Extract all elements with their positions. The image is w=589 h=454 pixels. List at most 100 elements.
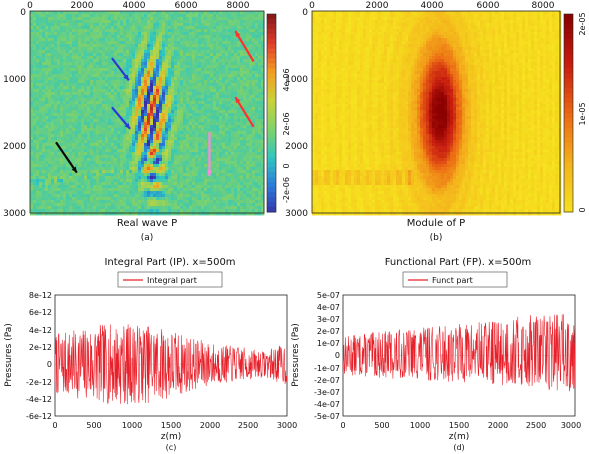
heatmap-cell [102,194,106,198]
heatmap-cell [81,80,85,84]
heatmap-cell [135,146,139,150]
heatmap-cell [186,200,190,204]
heatmap-cell [249,167,253,171]
heatmap-cell [54,65,58,69]
heatmap-cell [168,173,172,177]
heatmap-cell [141,116,145,120]
heatmap-cell [129,155,133,159]
heatmap-cell [102,128,106,132]
heatmap-cell [195,38,199,42]
heatmap-cell [33,95,37,99]
heatmap-cell [210,167,214,171]
heatmap-cell [63,23,67,27]
heatmap-cell [42,203,46,207]
heatmap-cell [243,140,247,144]
heatmap-cell [90,53,94,57]
heatmap-cell [192,146,196,150]
heatmap-cell [135,110,139,114]
heatmap-cell [180,35,184,39]
heatmap-cell [135,194,139,198]
heatmap-cell [204,38,208,42]
heatmap-cell [147,41,151,45]
heatmap-cell [126,128,130,132]
heatmap-cell [255,131,259,135]
heatmap-cell [120,101,124,105]
heatmap-cell [234,92,238,96]
heatmap-cell [135,128,139,132]
heatmap-cell [213,80,217,84]
heatmap-cell [105,164,109,168]
heatmap-cell [213,47,217,51]
heatmap-cell [135,185,139,189]
heatmap-cell [198,146,202,150]
heatmap-cell [186,194,190,198]
heatmap-cell [120,122,124,126]
heatmap-cell [99,128,103,132]
heatmap-cell [102,56,106,60]
heatmap-cell [159,80,163,84]
heatmap-cell [243,29,247,33]
heatmap-cell [60,128,64,132]
heatmap-cell [108,92,112,96]
heatmap-cell [147,14,151,18]
heatmap-cell [249,197,253,201]
heatmap-cell [138,14,142,18]
heatmap-cell [30,179,34,183]
heatmap-cell [33,110,37,114]
heatmap-cell [216,125,220,129]
heatmap-cell [198,152,202,156]
heatmap-cell [51,53,55,57]
heatmap-cell [252,65,256,69]
heatmap-cell [132,86,136,90]
heatmap-cell [129,86,133,90]
heatmap-cell [171,197,175,201]
heatmap-cell [183,92,187,96]
heatmap-cell [111,167,115,171]
heatmap-cell [255,23,259,27]
heatmap-cell [117,143,121,147]
heatmap-cell [99,53,103,57]
heatmap-cell [75,158,79,162]
heatmap-cell [48,176,52,180]
heatmap-cell [45,134,49,138]
heatmap-cell [243,170,247,174]
heatmap-cell [258,83,262,87]
heatmap-cell [156,59,160,63]
heatmap-cell [120,110,124,114]
heatmap-cell [255,182,259,186]
heatmap-cell [69,98,73,102]
heatmap-cell [150,119,154,123]
heatmap-cell [54,32,58,36]
heatmap-cell [84,134,88,138]
heatmap-cell [225,59,229,63]
heatmap-cell [81,41,85,45]
heatmap-cell [174,26,178,30]
heatmap-cell [87,11,91,15]
heatmap-cell [75,197,79,201]
heatmap-cell [231,23,235,27]
heatmap-cell [48,173,52,177]
heatmap-cell [186,137,190,141]
heatmap-cell [234,179,238,183]
heatmap-cell [195,11,199,15]
heatmap-cell [117,200,121,204]
heatmap-cell [177,20,181,24]
heatmap-cell [147,23,151,27]
heatmap-cell [243,95,247,99]
heatmap-cell [201,35,205,39]
heatmap-cell [75,131,79,135]
heatmap-cell [246,23,250,27]
heatmap-cell [153,125,157,129]
heatmap-cell [192,20,196,24]
heatmap-cell [153,131,157,135]
heatmap-cell [108,32,112,36]
heatmap-cell [135,86,139,90]
heatmap-cell [69,128,73,132]
heatmap-cell [252,35,256,39]
heatmap-cell [252,161,256,165]
heatmap-cell [216,47,220,51]
heatmap-cell [69,47,73,51]
heatmap-cell [216,32,220,36]
heatmap-cell [234,17,238,21]
heatmap-cell [135,134,139,138]
